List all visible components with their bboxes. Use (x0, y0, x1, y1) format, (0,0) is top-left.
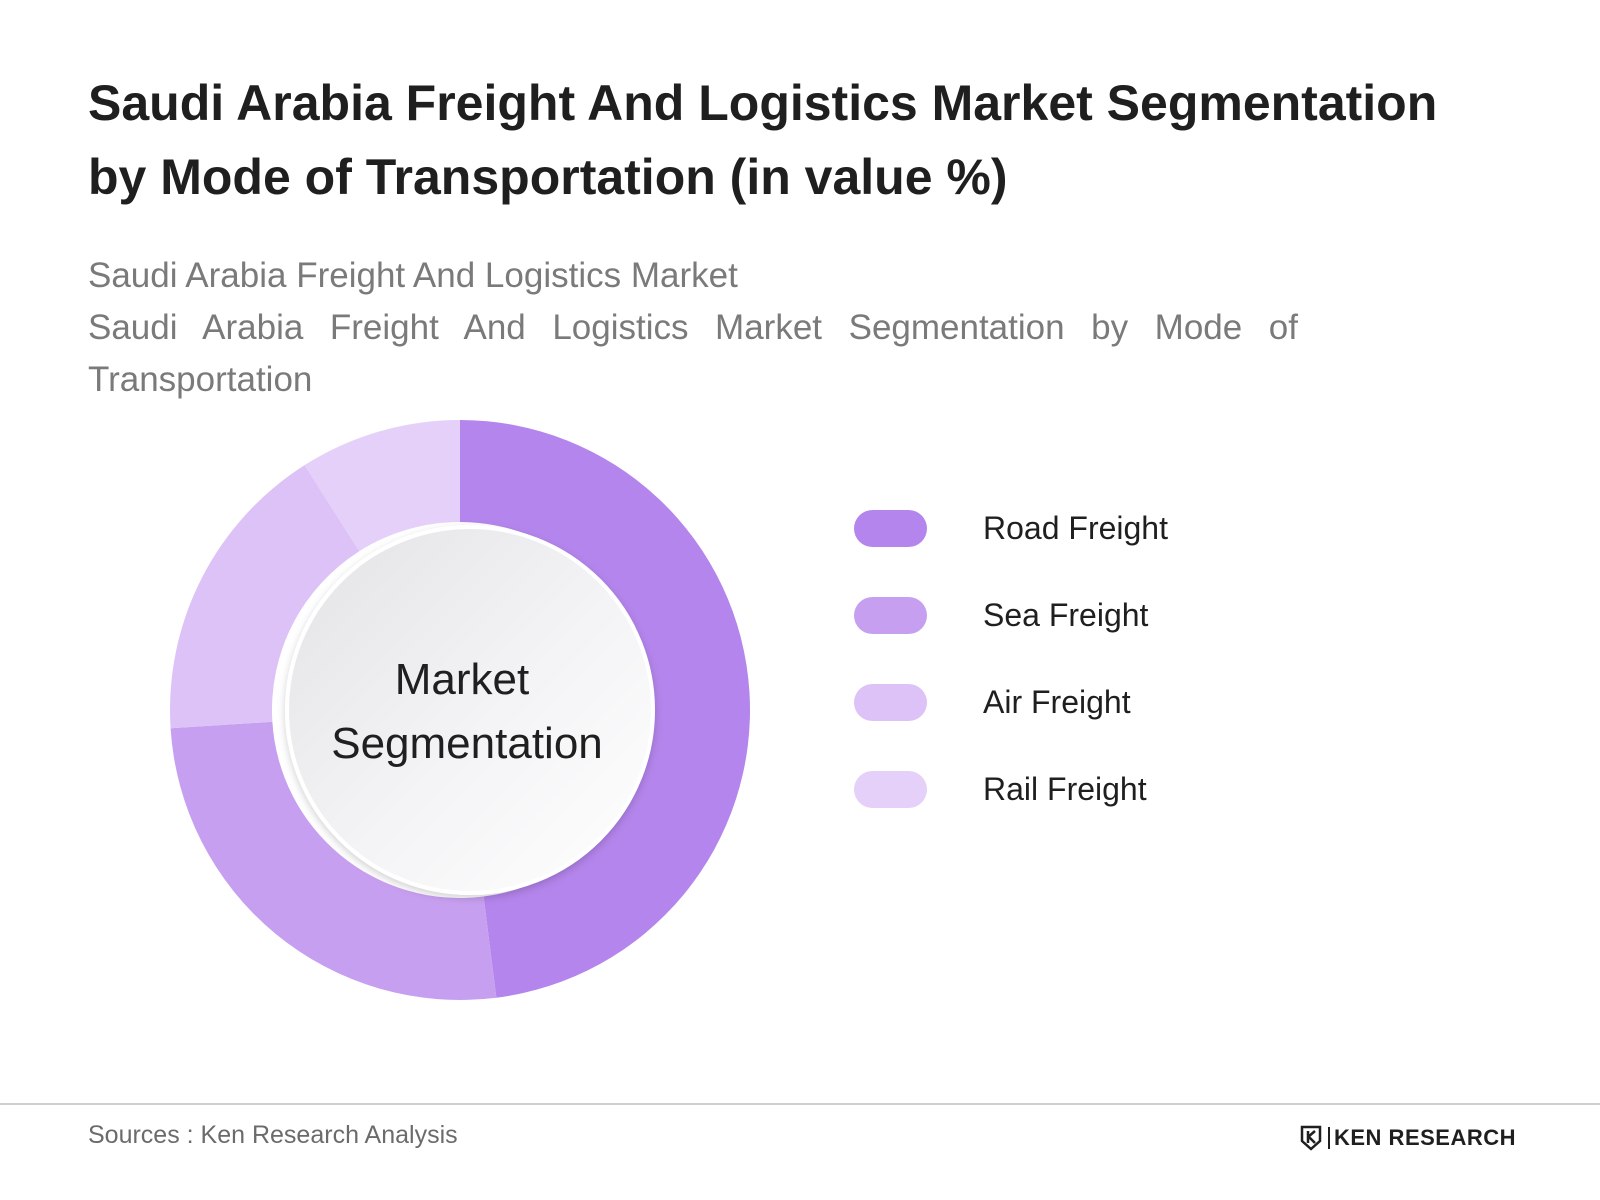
legend-label: Sea Freight (983, 597, 1149, 633)
legend-item-air-freight: Air Freight (854, 684, 1168, 721)
legend-label: Road Freight (983, 510, 1168, 546)
donut-center (285, 525, 655, 895)
donut-slice-air-freight (170, 465, 360, 729)
donut-slices (170, 420, 751, 1000)
chart-title: Saudi Arabia Freight And Logistics Marke… (88, 75, 1438, 205)
subtitle-line-2: Saudi Arabia Freight And Logistics Marke… (88, 308, 1298, 399)
donut-slice-rail-freight (304, 420, 460, 552)
brand-name: KEN RESEARCH (1334, 1125, 1517, 1150)
legend-swatch (854, 684, 927, 721)
subtitle-line-1: Saudi Arabia Freight And Logistics Marke… (88, 256, 738, 295)
legend-label: Rail Freight (983, 771, 1147, 807)
legend-swatch (854, 510, 927, 547)
center-label-line-2: Segmentation (331, 719, 603, 768)
ken-research-logo-icon (1300, 1125, 1322, 1151)
brand-separator (1328, 1127, 1330, 1149)
center-label-line-1: Market (395, 655, 529, 704)
footer-divider (0, 1103, 1600, 1105)
brand-logo: KEN RESEARCH (1300, 1123, 1516, 1153)
chart-legend: Road Freight Sea Freight Air Freight Rai… (854, 510, 1168, 858)
legend-item-sea-freight: Sea Freight (854, 597, 1168, 634)
legend-label: Air Freight (983, 684, 1131, 720)
donut-chart: Market Segmentation (170, 420, 751, 1000)
chart-subtitle: Saudi Arabia Freight And Logistics Marke… (88, 250, 1298, 406)
legend-swatch (854, 597, 927, 634)
source-note: Sources : Ken Research Analysis (88, 1121, 458, 1149)
donut-slice-sea-freight (170, 721, 497, 1000)
legend-item-road-freight: Road Freight (854, 510, 1168, 547)
legend-item-rail-freight: Rail Freight (854, 771, 1168, 808)
legend-swatch (854, 771, 927, 808)
donut-slice-road-freight (460, 420, 751, 998)
